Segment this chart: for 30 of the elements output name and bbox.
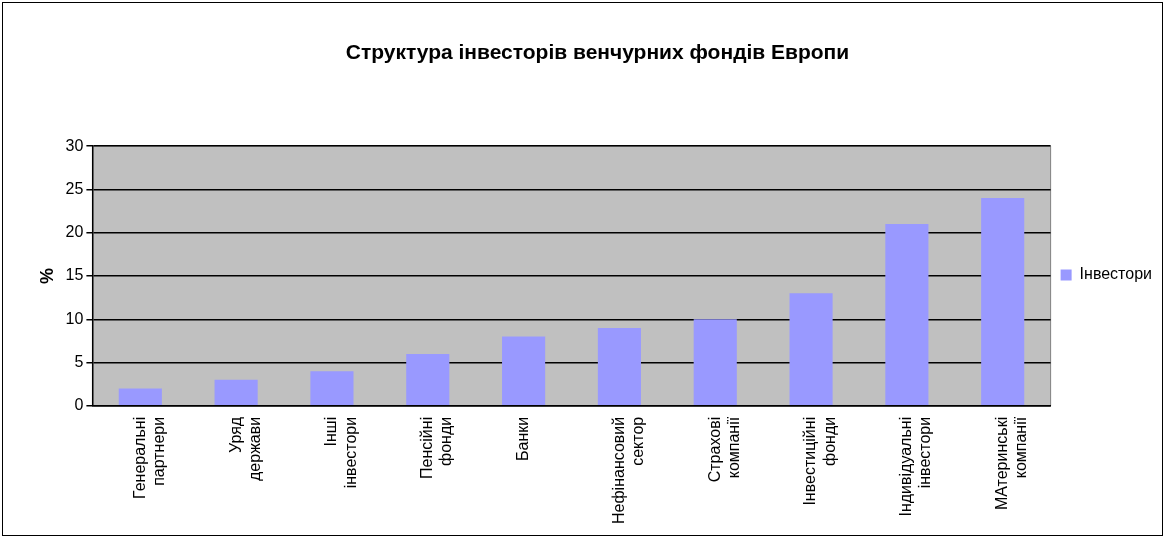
y-axis-title: % (36, 267, 57, 285)
bar (118, 388, 162, 406)
x-tick-label: Інші інвестори (322, 416, 359, 489)
x-tick-label: Банки (514, 416, 531, 461)
y-tick-label: 15 (65, 266, 84, 284)
y-tick-label: 25 (65, 179, 84, 197)
y-tick-label: 0 (74, 396, 84, 414)
y-tick-label: 30 (65, 136, 84, 154)
bar (214, 379, 258, 406)
bar (693, 319, 737, 406)
y-tick-label: 5 (74, 352, 84, 370)
bar (597, 327, 641, 406)
bar (981, 198, 1025, 406)
bar (885, 224, 929, 406)
x-tick-label: Індивідуальні інвестори (897, 416, 934, 517)
legend-label: Інвестори (1079, 265, 1153, 283)
x-tick-label: Генеральні партнери (130, 416, 167, 499)
bar (789, 293, 833, 406)
x-tick-label: МАтеринські компанії (993, 416, 1030, 511)
chart-title: Структура інвесторів венчурних фондів Европи (345, 40, 850, 64)
bar (310, 371, 354, 406)
x-tick-label: Нефінансовий сектор (609, 416, 647, 525)
y-tick-label: 10 (65, 309, 84, 327)
y-tick-label: 20 (65, 223, 84, 241)
x-tick-label: Інвестиційні фонди (801, 416, 838, 506)
x-tick-label: Страхові компанії (705, 416, 742, 483)
x-tick-label: Пенсійні фонди (418, 416, 455, 479)
bar (406, 353, 450, 406)
bar (502, 336, 546, 406)
x-tick-label: Уряд держави (226, 416, 263, 481)
